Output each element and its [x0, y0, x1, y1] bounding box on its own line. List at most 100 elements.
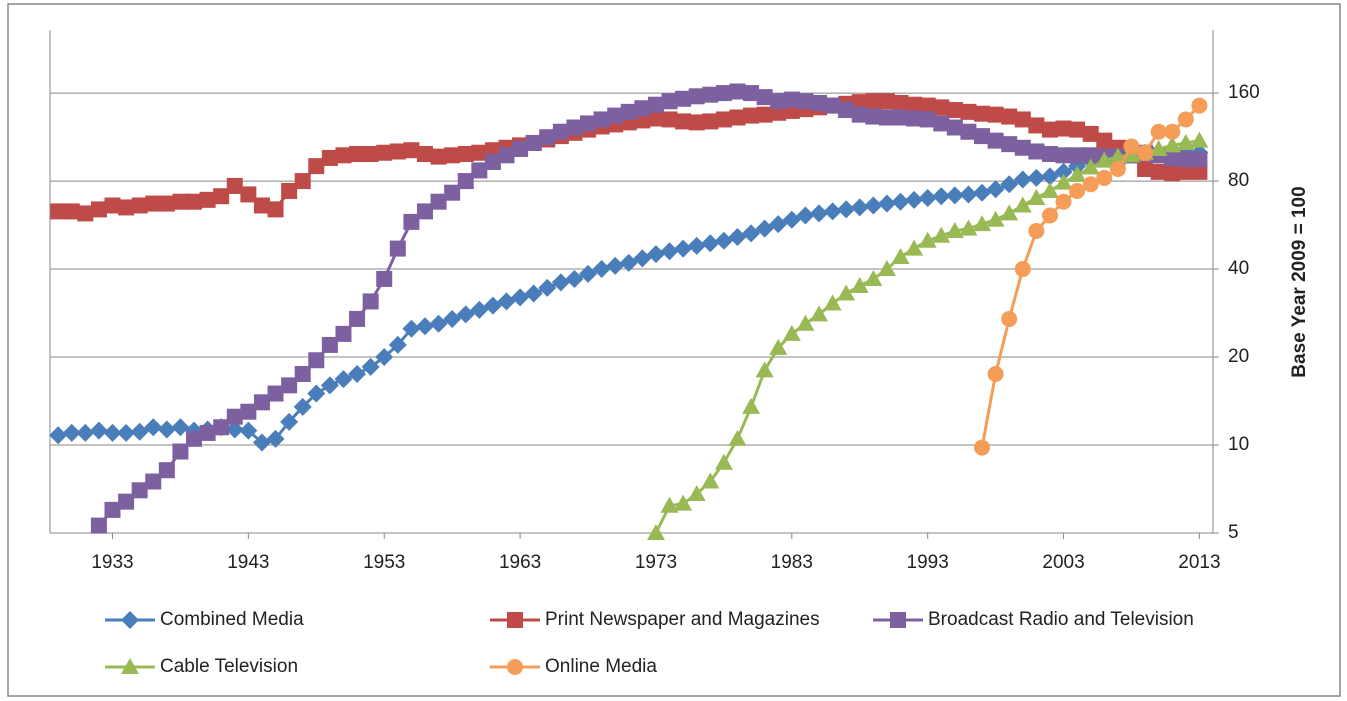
point — [1028, 222, 1045, 239]
point — [320, 376, 339, 395]
point — [838, 102, 855, 119]
point — [497, 292, 516, 311]
point — [103, 423, 122, 442]
point — [430, 148, 447, 165]
point — [253, 394, 270, 411]
point — [973, 215, 992, 232]
point — [865, 93, 882, 110]
point — [646, 245, 665, 264]
point — [130, 422, 149, 441]
point — [334, 370, 353, 389]
point — [362, 293, 379, 310]
point — [809, 204, 828, 223]
point — [118, 199, 135, 216]
point — [1027, 189, 1046, 206]
point — [444, 184, 461, 201]
point — [660, 242, 679, 261]
point — [918, 231, 937, 248]
point — [511, 288, 530, 307]
point — [878, 93, 895, 110]
point — [729, 109, 746, 126]
point — [823, 202, 842, 221]
point — [1055, 120, 1072, 137]
point — [213, 419, 230, 436]
point — [675, 90, 692, 107]
point — [349, 146, 366, 163]
point — [361, 357, 380, 376]
point — [1191, 97, 1208, 114]
point — [225, 420, 244, 439]
point — [321, 336, 338, 353]
point — [1027, 168, 1046, 187]
point — [213, 188, 230, 205]
point — [388, 335, 407, 354]
y-tick-label: 20 — [1228, 346, 1249, 367]
point — [946, 102, 963, 119]
point — [810, 94, 827, 111]
point — [1001, 108, 1018, 125]
point — [660, 496, 679, 513]
point — [157, 420, 176, 439]
point — [620, 103, 637, 120]
point — [1001, 310, 1018, 327]
point — [158, 195, 175, 212]
point — [864, 196, 883, 215]
point — [1150, 163, 1167, 180]
point — [335, 147, 352, 164]
point — [987, 365, 1004, 382]
point — [1163, 136, 1182, 153]
point — [986, 210, 1005, 227]
point — [906, 110, 923, 127]
point — [1041, 121, 1058, 138]
point — [592, 260, 611, 279]
point — [796, 314, 815, 331]
x-tick-label: 1953 — [363, 552, 405, 573]
legend-marker — [507, 659, 523, 675]
point — [945, 221, 964, 238]
point — [253, 197, 270, 214]
point — [118, 493, 135, 510]
point — [959, 219, 978, 236]
point — [755, 361, 774, 378]
point — [1055, 147, 1072, 164]
point — [1149, 139, 1168, 156]
point — [239, 421, 258, 440]
legend-label: Broadcast Radio and Television — [928, 609, 1194, 630]
point — [661, 111, 678, 128]
point — [782, 210, 801, 229]
point — [919, 111, 936, 128]
point — [1177, 163, 1194, 180]
point — [430, 193, 447, 210]
point — [1014, 111, 1031, 128]
point — [851, 106, 868, 123]
point — [1055, 193, 1072, 210]
point — [199, 191, 216, 208]
point — [416, 203, 433, 220]
point — [1068, 165, 1087, 182]
point — [144, 418, 163, 437]
point — [865, 108, 882, 125]
point — [877, 194, 896, 213]
point — [702, 86, 719, 103]
point — [1013, 170, 1032, 189]
legend-label: Online Media — [545, 656, 657, 677]
point — [524, 284, 543, 303]
point — [715, 85, 732, 102]
point — [1164, 165, 1181, 182]
point — [1040, 181, 1059, 198]
point — [77, 205, 94, 222]
point — [1191, 163, 1208, 180]
legend-label: Combined Media — [160, 609, 304, 630]
point — [131, 482, 148, 499]
x-tick-label: 1933 — [91, 552, 133, 573]
point — [389, 240, 406, 257]
point — [376, 270, 393, 287]
point — [946, 119, 963, 136]
point — [1001, 136, 1018, 153]
point — [416, 146, 433, 163]
point — [891, 247, 910, 264]
x-tick-label: 2003 — [1042, 552, 1084, 573]
point — [769, 215, 788, 234]
point — [1000, 175, 1019, 194]
point — [1054, 173, 1073, 190]
